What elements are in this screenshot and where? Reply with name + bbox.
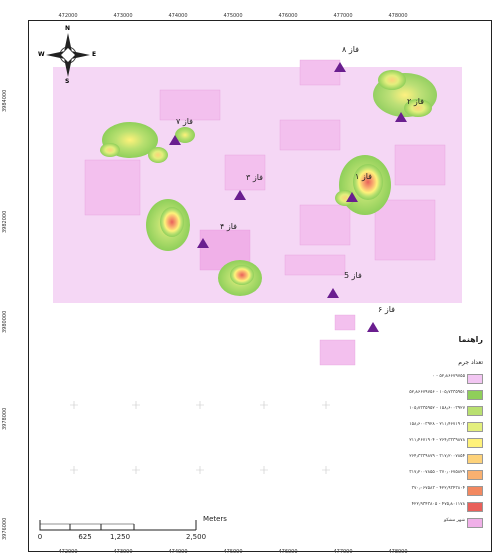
scale-tick-0: 0 [37,533,43,541]
top-coordinate-tick: 474000 [168,13,188,19]
legend-item: شهر مشکو [355,517,483,528]
legend-swatch [467,518,483,528]
phase-3-label: فاز ۳ [246,173,263,182]
legend-item: ۳۷۰٫۰۶۷۵۸۲۹ - ۳۱۷٫۲۰۰۷۸۵۵ [355,469,483,480]
bottom-coordinate-tick: 477000 [333,549,353,555]
scale-tick-3: 2,500 [185,533,207,541]
phase-6-label: فاز ۶ [378,305,395,314]
legend-item-label: ۴۷۵٫۸۰۱۱۷۸ - ۴۲۲٫۹۳۴۳۸۰۵ [411,502,465,507]
legend-item: ۵۲٫۸۶۶۷۹۷۵۵ - ۰ [355,373,483,384]
legend-item-label: ۴۲۲٫۹۳۴۳۸۰۴ - ۳۷۰٫۰۶۷۵۸۳ [411,486,465,491]
legend-item: ۲۱۱٫۴۶۷۱۹۰۳ - ۱۵۸٫۶۰۰۳۹۲۸ [355,421,483,432]
top-coordinate-tick: 477000 [333,13,353,19]
legend-swatch [467,486,483,496]
legend-swatch [467,502,483,512]
legend-item-label: ۳۱۷٫۲۰۰۷۸۵۴ - ۲۶۴٫۳۳۳۹۸۷۹ [409,454,465,459]
legend-swatch [467,470,483,480]
north-arrow [46,33,90,77]
legend-item-label: ۲۱۱٫۴۶۷۱۹۰۳ - ۱۵۸٫۶۰۰۳۹۲۸ [409,422,465,427]
legend-swatch [467,438,483,448]
bottom-coordinate-tick: 474000 [168,549,188,555]
legend-swatch [467,454,483,464]
legend-item: ۱۵۸٫۶۰۰۳۹۲۷ - ۱۰۵٫۷۳۳۵۹۵۲ [355,405,483,416]
top-coordinate-tick: 473000 [113,13,133,19]
building-footprints [84,59,446,366]
top-coordinate-tick: 475000 [223,13,243,19]
legend-item-label: ۳۷۰٫۰۶۷۵۸۲۹ - ۳۱۷٫۲۰۰۷۸۵۵ [409,470,465,475]
legend-swatch [467,390,483,400]
scale-unit: Meters [203,515,227,523]
legend-item: ۴۷۵٫۸۰۱۱۷۸ - ۴۲۲٫۹۳۴۳۸۰۵ [355,501,483,512]
legend-item: ۱۰۵٫۷۳۳۵۹۵۱ - ۵۲٫۸۶۶۷۹۷۵۶ [355,389,483,400]
phase-2-label: فاز ۲ [407,97,424,106]
north-label: N [65,25,71,32]
scale-tick-2: 1,250 [109,533,131,541]
phase-1-label: فاز ۱ [355,172,372,181]
phase-7-label: فاز ۷ [176,117,193,126]
scale-tick-1: 625 [78,533,92,541]
west-label: W [38,51,45,58]
bottom-coordinate-tick: 472000 [58,549,78,555]
east-label: E [92,51,97,58]
top-coordinate-tick: 478000 [388,13,408,19]
legend-item-label: ۱۰۵٫۷۳۳۵۹۵۱ - ۵۲٫۸۶۶۷۹۷۵۶ [409,390,465,395]
legend-item-label: ۲۶۴٫۳۳۳۹۸۷۸ - ۲۱۱٫۴۶۷۱۹۰۴ [409,438,465,443]
top-coordinate-tick: 476000 [278,13,298,19]
legend-item: ۴۲۲٫۹۳۴۳۸۰۴ - ۳۷۰٫۰۶۷۵۸۳ [355,485,483,496]
south-label: S [65,78,70,85]
legend-item-label: ۵۲٫۸۶۶۷۹۷۵۵ - ۰ [432,374,465,379]
bottom-coordinate-tick: 478000 [388,549,408,555]
legend-title: راهنما [458,335,483,344]
grid-crosses [70,401,330,474]
phase-markers [169,62,407,332]
legend-subtitle: تعداد جرم [458,359,483,366]
density-hotspots [100,70,437,296]
legend-item: ۳۱۷٫۲۰۰۷۸۵۴ - ۲۶۴٫۳۳۳۹۸۷۹ [355,453,483,464]
scale-bar-graphic [39,520,197,531]
legend-swatch [467,406,483,416]
bottom-coordinate-tick: 473000 [113,549,133,555]
bottom-coordinate-tick: 476000 [278,549,298,555]
legend-swatch [467,374,483,384]
phase-5-label: فاز 5 [344,271,362,280]
phase-8-label: فاز ۸ [342,45,359,54]
legend-swatch [467,422,483,432]
legend-item: ۲۶۴٫۳۳۳۹۸۷۸ - ۲۱۱٫۴۶۷۱۹۰۴ [355,437,483,448]
legend-item-label: ۱۵۸٫۶۰۰۳۹۲۷ - ۱۰۵٫۷۳۳۵۹۵۲ [409,406,465,411]
top-coordinate-tick: 472000 [58,13,78,19]
bottom-coordinate-tick: 475000 [223,549,243,555]
phase-4-label: فاز ۴ [220,222,237,231]
legend-item-label: شهر مشکو [444,518,465,523]
